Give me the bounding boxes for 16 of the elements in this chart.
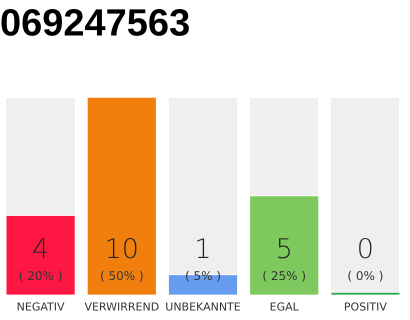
x-tick-label: EGAL	[270, 300, 300, 314]
bar	[88, 98, 156, 295]
data-label: 0	[356, 234, 374, 265]
annotation: ( 0% )	[347, 268, 384, 283]
chart-title: 069247563	[0, 2, 190, 44]
data-label: 4	[32, 234, 50, 265]
x-tick-label: POSITIV	[344, 300, 388, 314]
data-label: 10	[104, 234, 139, 265]
data-label: 1	[194, 234, 212, 265]
annotation: ( 25% )	[262, 268, 306, 283]
data-label: 5	[276, 234, 293, 265]
x-tick-label: NEGATIV	[16, 300, 65, 314]
x-tick-label: UNBEKANNTE	[165, 300, 241, 314]
annotation: ( 20% )	[18, 268, 62, 283]
x-tick-label: VERWIRREND	[84, 300, 160, 314]
annotation: ( 50% )	[100, 268, 144, 283]
